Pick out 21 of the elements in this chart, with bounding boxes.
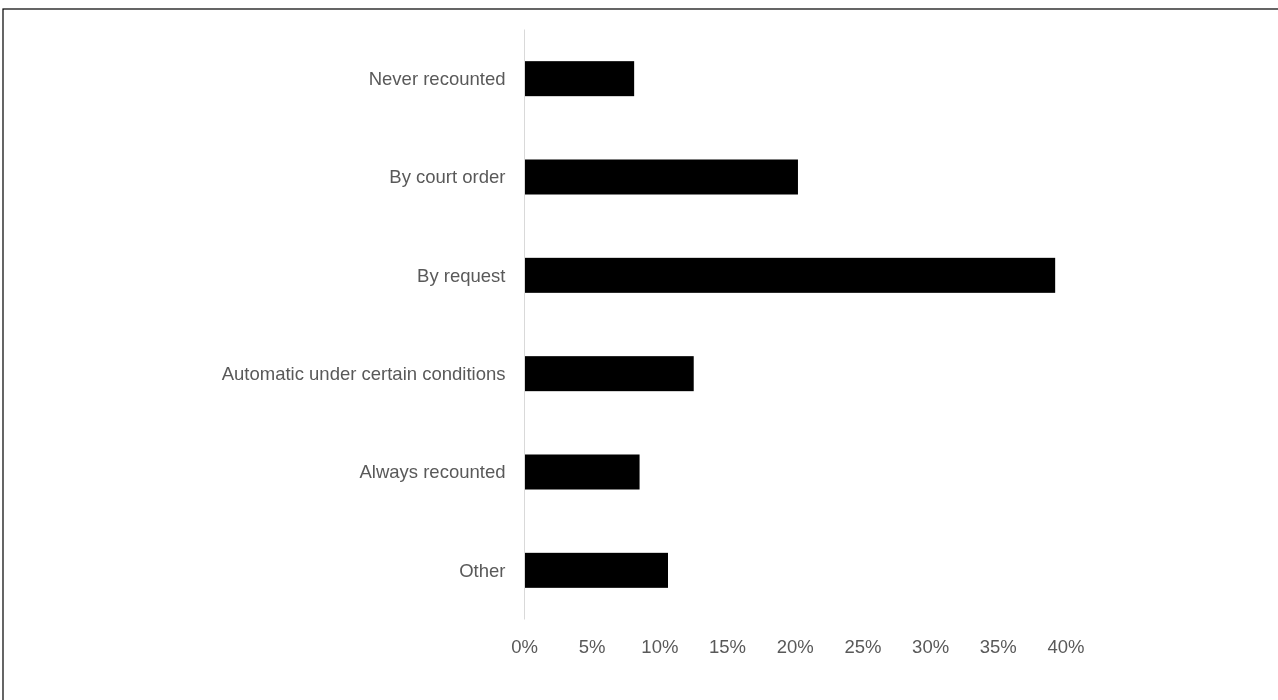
y-tick-label: Automatic under certain conditions: [221, 363, 506, 385]
x-tick-label: 5%: [578, 636, 606, 657]
x-tick-label: 10%: [641, 636, 679, 657]
bar: [524, 454, 640, 490]
bar: [524, 159, 798, 195]
bar: [524, 552, 668, 588]
y-tick-label: Never recounted: [368, 68, 506, 90]
x-tick-label: 0%: [511, 636, 538, 657]
bar: [524, 61, 635, 97]
x-tick-label: 15%: [709, 636, 747, 657]
x-tick-label: 40%: [1047, 636, 1085, 657]
y-tick-label: By request: [417, 264, 506, 286]
y-tick-label: By court order: [389, 166, 506, 188]
x-tick-label: 35%: [979, 636, 1017, 657]
x-tick-label: 25%: [844, 636, 882, 657]
bar: [524, 257, 1056, 293]
y-tick-label: Other: [459, 559, 506, 581]
x-tick-label: 30%: [912, 636, 950, 657]
x-tick-label: 20%: [776, 636, 814, 657]
bar: [524, 356, 694, 392]
y-tick-label: Always recounted: [359, 461, 506, 483]
